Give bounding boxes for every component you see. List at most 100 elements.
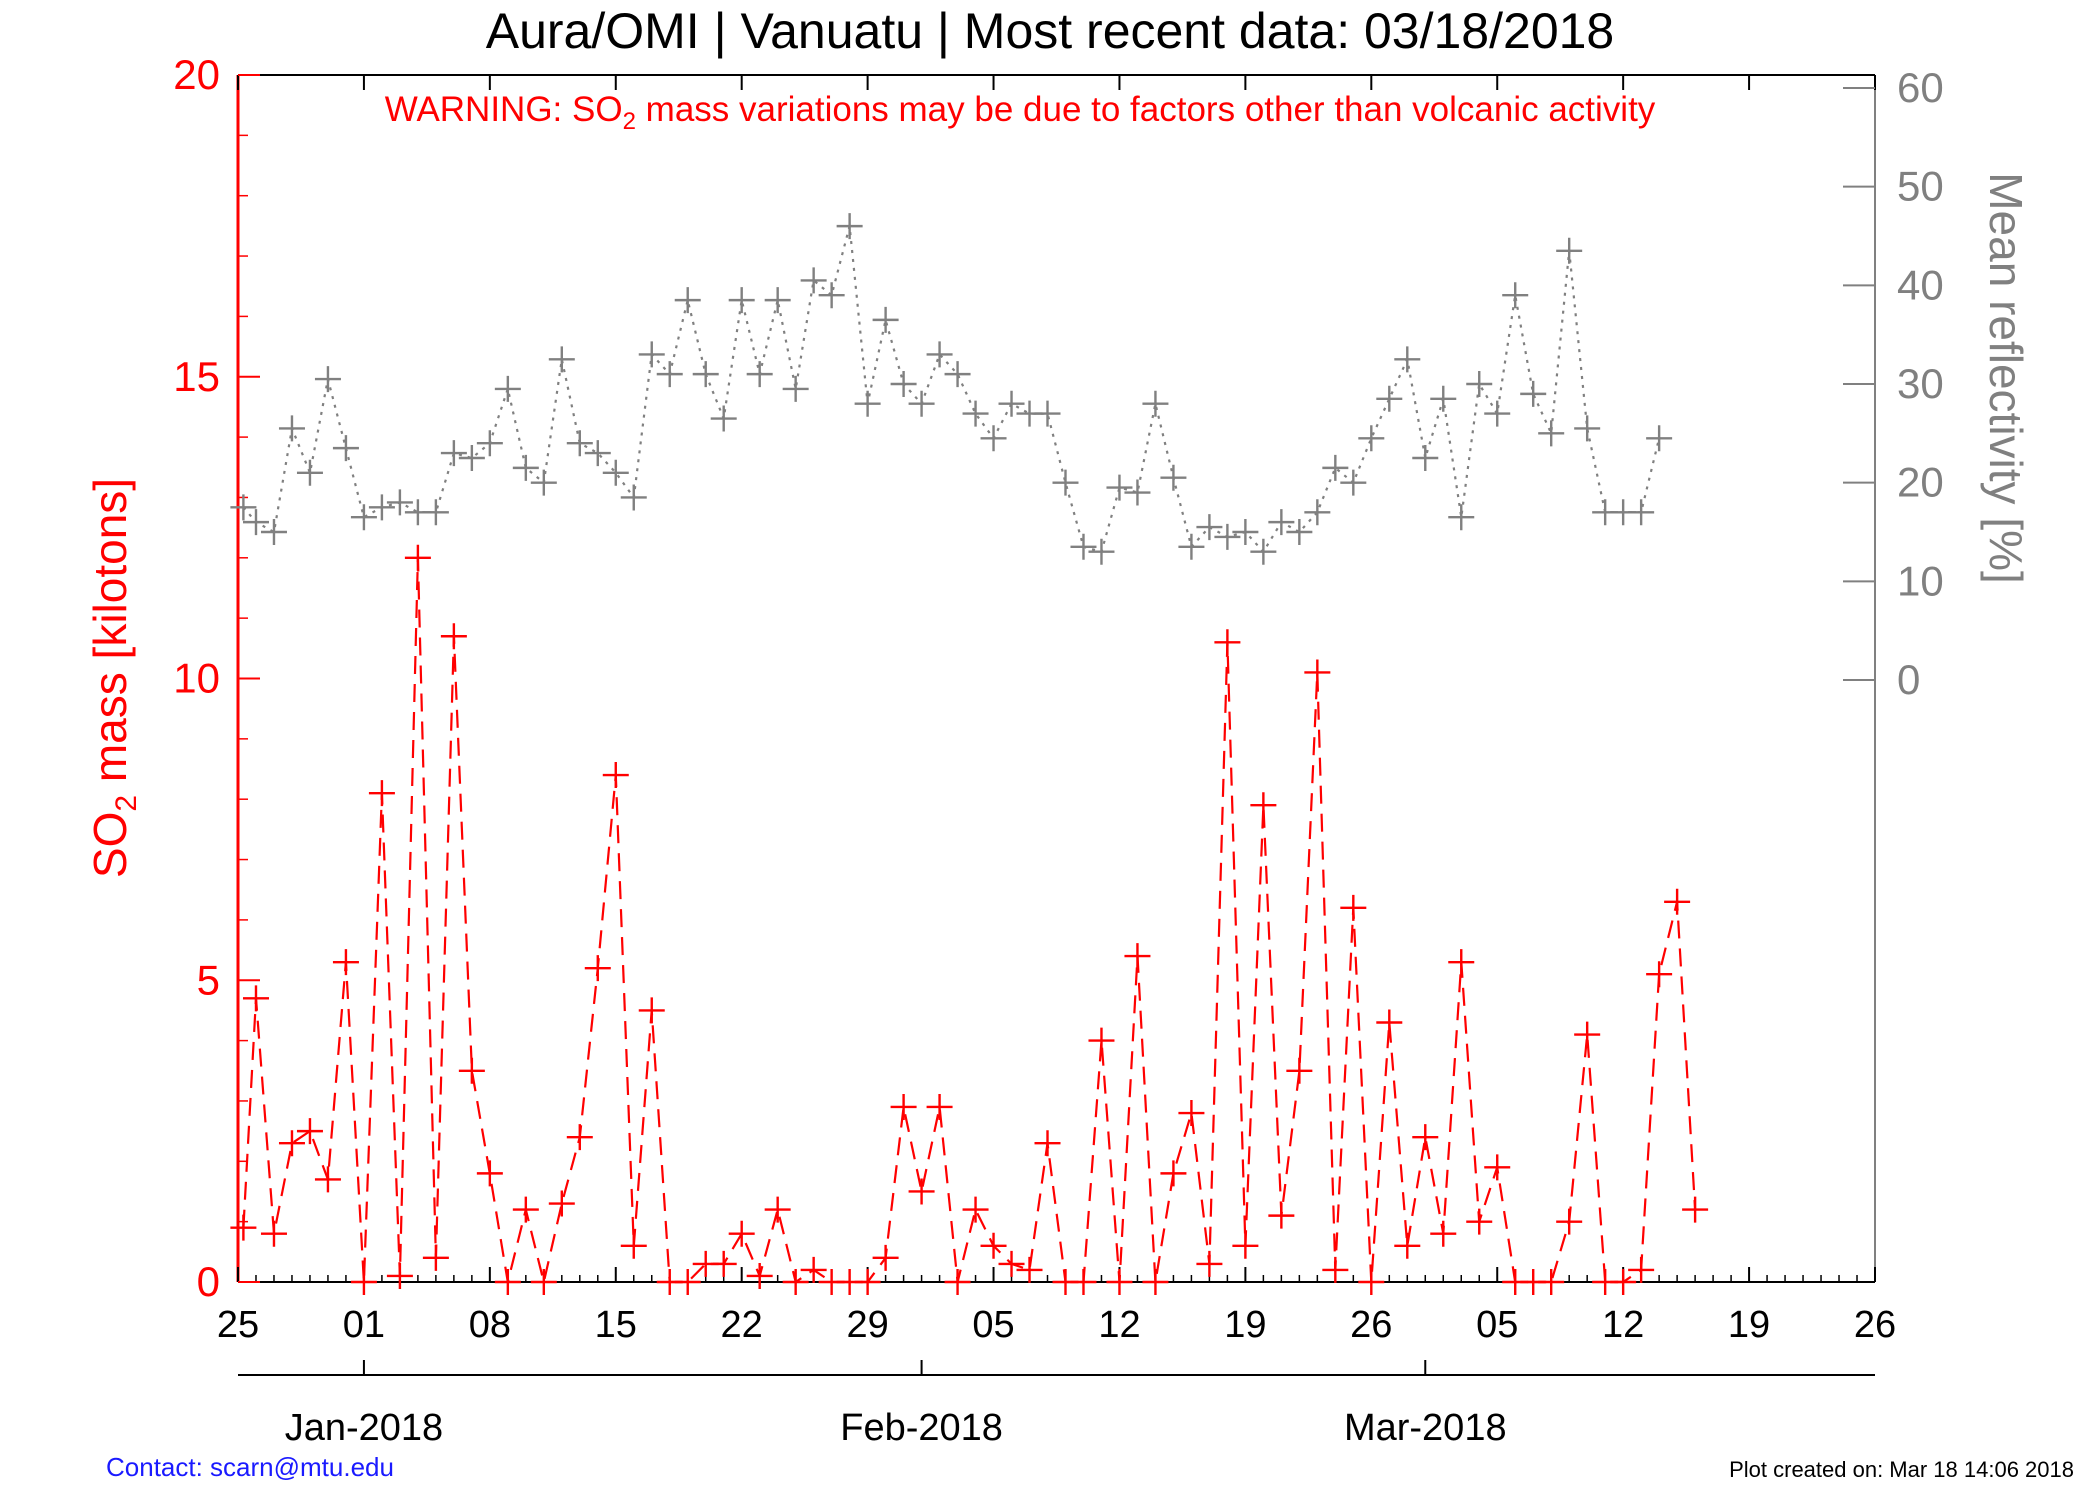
x-tick-label: 26: [1350, 1304, 1392, 1346]
reflectivity-point: [1142, 390, 1169, 417]
reflectivity-point: [1052, 469, 1079, 496]
so2-point: [350, 1269, 377, 1295]
reflectivity-point: [908, 390, 935, 417]
reflectivity-point: [566, 430, 593, 457]
contact-label: Contact: scarn@mtu.edu: [106, 1452, 394, 1482]
so2-point: [638, 997, 665, 1024]
reflectivity-point: [818, 282, 845, 309]
reflectivity-point: [296, 459, 323, 486]
so2-point: [1610, 1269, 1637, 1295]
reflectivity-point: [1178, 533, 1205, 560]
so2-point: [296, 1118, 323, 1145]
right-y-tick-label: 40: [1897, 261, 1944, 308]
x-tick-label: 12: [1098, 1304, 1140, 1346]
reflectivity-point: [1250, 538, 1277, 565]
reflectivity-point: [1466, 371, 1493, 397]
reflectivity-point: [602, 459, 629, 486]
reflectivity-point: [1232, 519, 1259, 545]
so2-point: [1538, 1269, 1565, 1295]
so2-point: [368, 780, 395, 807]
x-tick-label: 26: [1854, 1304, 1896, 1346]
so2-series: [230, 544, 1709, 1295]
reflectivity-point: [746, 361, 773, 388]
reflectivity-point: [1304, 499, 1331, 526]
so2-point: [926, 1093, 953, 1120]
so2-point: [1016, 1256, 1043, 1283]
so2-point: [512, 1196, 539, 1223]
so2-point: [1376, 1009, 1403, 1036]
reflectivity-point: [584, 440, 611, 467]
reflectivity-point: [230, 494, 257, 521]
reflectivity-point: [710, 405, 737, 432]
reflectivity-point: [656, 361, 683, 388]
so2-point: [746, 1262, 773, 1289]
reflectivity-point: [458, 445, 485, 471]
reflectivity-point: [1034, 400, 1061, 427]
reflectivity-point: [476, 430, 503, 457]
x-tick-label: 01: [343, 1304, 385, 1346]
reflectivity-point: [1556, 237, 1583, 264]
so2-point: [800, 1256, 827, 1283]
right-y-tick-label: 20: [1897, 459, 1944, 506]
reflectivity-point: [638, 341, 665, 368]
reflectivity-point: [1160, 464, 1187, 491]
so2-point: [872, 1244, 899, 1271]
reflectivity-point: [674, 287, 701, 314]
so2-point: [1124, 943, 1151, 970]
month-label: Feb-2018: [840, 1407, 1003, 1449]
reflectivity-point: [1322, 454, 1349, 481]
left-y-tick-label: 20: [173, 51, 220, 98]
warning-text: WARNING: SO2 mass variations may be due …: [385, 90, 1656, 135]
so2-point: [404, 544, 431, 571]
so2-point: [422, 1244, 449, 1271]
right-y-tick-label: 10: [1897, 557, 1944, 604]
so2-point: [620, 1232, 647, 1259]
so2-point: [1358, 1269, 1385, 1295]
reflectivity-point: [332, 435, 359, 462]
month-label: Mar-2018: [1344, 1407, 1507, 1449]
so2-point: [1178, 1100, 1205, 1127]
so2-line: [242, 557, 1697, 1284]
so2-point: [1322, 1256, 1349, 1283]
right-y-tick-label: 50: [1897, 163, 1944, 210]
so2-point: [1484, 1154, 1511, 1181]
so2-point: [602, 762, 629, 789]
so2-point: [530, 1269, 557, 1295]
reflectivity-point: [998, 390, 1025, 417]
x-tick-label: 19: [1728, 1304, 1770, 1346]
reflectivity-point: [1376, 385, 1403, 412]
so2-point: [782, 1269, 809, 1295]
reflectivity-point: [314, 366, 341, 393]
so2-point: [1034, 1130, 1061, 1157]
reflectivity-point: [350, 504, 377, 531]
reflectivity-point: [1646, 425, 1673, 452]
reflectivity-line: [242, 225, 1661, 554]
so2-point: [710, 1250, 737, 1277]
so2-point: [1556, 1208, 1583, 1235]
reflectivity-point: [1430, 385, 1457, 412]
so2-point: [1682, 1196, 1709, 1223]
reflectivity-point: [1520, 380, 1547, 407]
reflectivity-point: [944, 361, 971, 388]
so2-point: [1304, 659, 1331, 686]
x-tick-label: 08: [469, 1304, 511, 1346]
left-y-axis-label: SO2 mass [kilotons]: [84, 478, 143, 878]
reflectivity-point: [1502, 282, 1529, 309]
so2-point: [854, 1269, 881, 1295]
reflectivity-point: [836, 213, 863, 240]
so2-point: [1628, 1256, 1655, 1283]
reflectivity-point: [512, 454, 539, 481]
x-tick-label: 05: [972, 1304, 1014, 1346]
left-y-tick-label: 10: [173, 655, 220, 702]
x-tick-label: 19: [1224, 1304, 1266, 1346]
reflectivity-point: [926, 341, 953, 368]
so2-point: [1088, 1027, 1115, 1054]
reflectivity-point: [242, 509, 269, 536]
reflectivity-point: [980, 425, 1007, 452]
so2-point: [1106, 1269, 1133, 1295]
so2-point: [998, 1250, 1025, 1277]
so2-point: [1394, 1232, 1421, 1259]
reflectivity-point: [1196, 514, 1223, 541]
